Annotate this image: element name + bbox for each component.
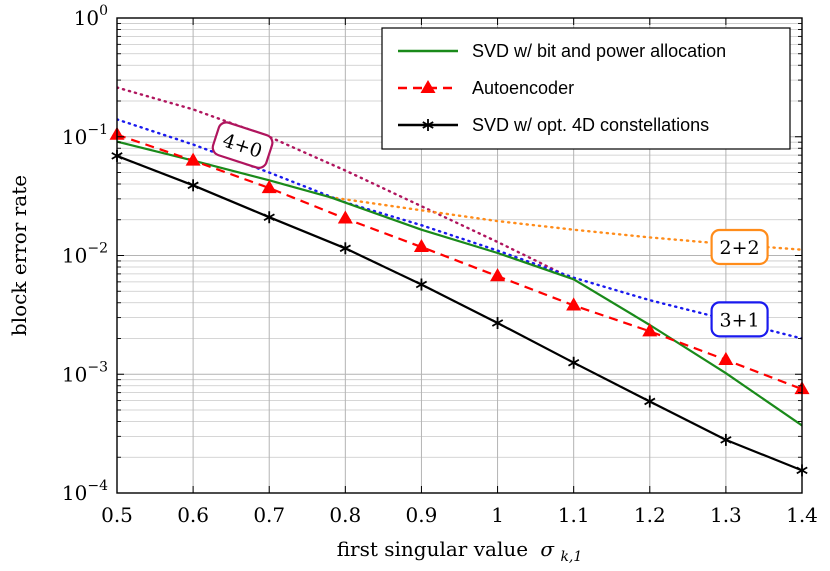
- data-point-autoencoder: [337, 210, 353, 224]
- data-point-svd-w-opt-4d-constellations: [415, 278, 428, 291]
- x-tick-label: 0.5: [101, 503, 133, 527]
- series-line-4-0: [117, 86, 575, 281]
- legend-label: SVD w/ opt. 4D constellations: [472, 115, 709, 135]
- series-layer: [117, 86, 802, 472]
- legend-label: Autoencoder: [472, 78, 574, 98]
- x-axis-label: first singular value σ k,1: [337, 537, 583, 565]
- x-tick-label: 0.7: [253, 503, 285, 527]
- series-label-text: 2+2: [720, 237, 760, 259]
- series-line-svd-w-opt-4d-constellations: [117, 154, 802, 472]
- data-point-svd-w-opt-4d-constellations: [644, 395, 656, 408]
- legend: SVD w/ bit and power allocation Autoencod…: [381, 27, 791, 150]
- x-tick-label: 1.2: [634, 503, 666, 527]
- data-point-autoencoder: [642, 323, 658, 337]
- data-point-svd-w-opt-4d-constellations: [568, 356, 580, 369]
- x-tick-label: 1.4: [786, 503, 818, 527]
- series-line-svd-w-bit-and-power-allocation: [117, 140, 802, 427]
- data-point-autoencoder: [261, 180, 277, 194]
- y-tick-exponent: −2: [87, 241, 108, 257]
- legend-label: SVD w/ bit and power allocation: [472, 41, 726, 61]
- y-tick-base: 10: [62, 481, 87, 505]
- x-tick-label: 0.8: [329, 503, 361, 527]
- x-tick-labels: 0.5 0.6 0.7 0.8 0.9 1 1.1 1.2 1.3 1.4: [101, 503, 818, 527]
- series-label-2-2: 2+2: [710, 228, 769, 266]
- legend-entry-autoencoder: Autoencoder: [398, 78, 574, 98]
- series-line-autoencoder: [117, 133, 802, 391]
- x-tick-label: 1: [491, 503, 504, 527]
- data-point-svd-w-opt-4d-constellations: [720, 433, 732, 446]
- series-label-box: [710, 228, 769, 266]
- y-tick-exponent: −1: [87, 122, 108, 138]
- y-tick-exponent: 0: [99, 3, 108, 19]
- x-tick-label: 0.9: [406, 503, 438, 527]
- y-tick-label: 10−4: [62, 478, 108, 505]
- axis-ticks: [116, 17, 803, 494]
- y-tick-base: 10: [62, 244, 87, 268]
- data-point-autoencoder: [718, 351, 734, 365]
- data-point-svd-w-opt-4d-constellations: [339, 242, 351, 255]
- y-tick-label: 10−1: [62, 122, 108, 149]
- data-point-autoencoder: [490, 268, 506, 282]
- data-point-svd-w-opt-4d-constellations: [187, 179, 199, 192]
- x-tick-label: 0.6: [177, 503, 209, 527]
- legend-entry-svd-w-bit-and-power-allocation: SVD w/ bit and power allocation: [398, 41, 726, 61]
- y-tick-exponent: −4: [87, 478, 108, 494]
- y-tick-base: 10: [62, 125, 87, 149]
- y-tick-label: 100: [74, 3, 108, 30]
- legend-marker: [422, 119, 434, 131]
- x-tick-label: 1.3: [710, 503, 742, 527]
- series-label-box: [211, 121, 274, 169]
- markers-layer: [109, 126, 810, 477]
- x-axis-label-text: first singular value: [337, 537, 528, 561]
- series-line-3-1: [117, 118, 802, 340]
- series-label-4-0: 4+0: [211, 121, 274, 169]
- annotations: 4+0 2+2 3+1: [211, 121, 769, 338]
- legend-marker: [420, 79, 436, 94]
- data-point-autoencoder: [566, 297, 582, 311]
- series-label-3-1: 3+1: [710, 301, 769, 338]
- y-tick-label: 10−3: [62, 359, 108, 386]
- data-point-svd-w-opt-4d-constellations: [263, 211, 275, 224]
- x-axis-label-subscript: k,1: [560, 549, 582, 565]
- data-point-svd-w-opt-4d-constellations: [491, 317, 504, 330]
- data-point-autoencoder: [413, 238, 429, 253]
- y-axis-label: block error rate: [7, 175, 31, 336]
- x-tick-label: 1.1: [558, 503, 590, 527]
- y-tick-exponent: −3: [87, 359, 108, 375]
- series-label-text: 3+1: [720, 309, 760, 331]
- x-axis-label-symbol: σ: [540, 537, 555, 561]
- y-tick-label: 10−2: [62, 241, 108, 268]
- y-tick-base: 10: [62, 362, 87, 386]
- series-label-box: [710, 301, 769, 338]
- data-point-autoencoder: [185, 152, 201, 166]
- legend-entry-svd-w-opt-4d-constellations: SVD w/ opt. 4D constellations: [398, 115, 709, 135]
- y-tick-base: 10: [74, 6, 99, 30]
